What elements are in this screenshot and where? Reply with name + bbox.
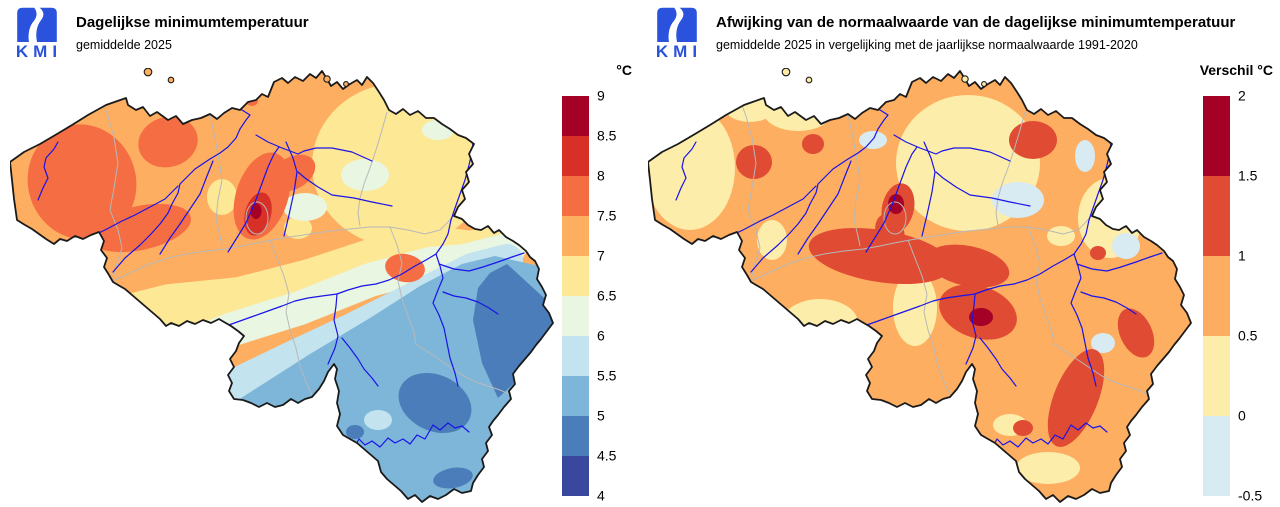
temperature-legend-unit: °C [616, 62, 632, 78]
kmi-logo: KMI [648, 6, 706, 60]
anomaly-map-belgium [648, 68, 1192, 503]
kmi-logo-icon [17, 7, 57, 42]
temperature-legend: °C 9 8.5 8 7.5 7 6.5 6 5.5 5 4.5 4 [562, 62, 682, 507]
zone-4-5-to-5 [346, 264, 553, 489]
zone-8-5-to-9 [250, 203, 262, 219]
zone-1-5-to-2 [888, 194, 993, 326]
temperature-map-belgium [10, 68, 554, 503]
temperature-colorbar [562, 96, 589, 496]
left-map-subtitle: gemiddelde 2025 [76, 38, 172, 52]
zone-minus-0-5-to-0 [859, 131, 1140, 353]
anomaly-colorbar [1203, 96, 1230, 496]
kmi-logo: KMI [8, 6, 66, 60]
right-map-title: Afwijking van de normaalwaarde van de da… [716, 14, 1236, 31]
kmi-logo-text: KMI [15, 42, 63, 61]
kmi-logo-text: KMI [655, 42, 703, 61]
zone-7-5-to-8 [27, 96, 425, 283]
kmi-logo-icon [657, 7, 697, 42]
left-map-title: Dagelijkse minimumtemperatuur [76, 14, 309, 31]
anomaly-legend-unit: Verschil °C [1199, 62, 1273, 78]
right-map-subtitle: gemiddelde 2025 in vergelijking met de j… [716, 38, 1138, 52]
zone-6-to-6-5 [283, 120, 454, 221]
anomaly-legend: Verschil °C 2 1.5 1 0.5 0 -0.5 [1200, 62, 1280, 507]
